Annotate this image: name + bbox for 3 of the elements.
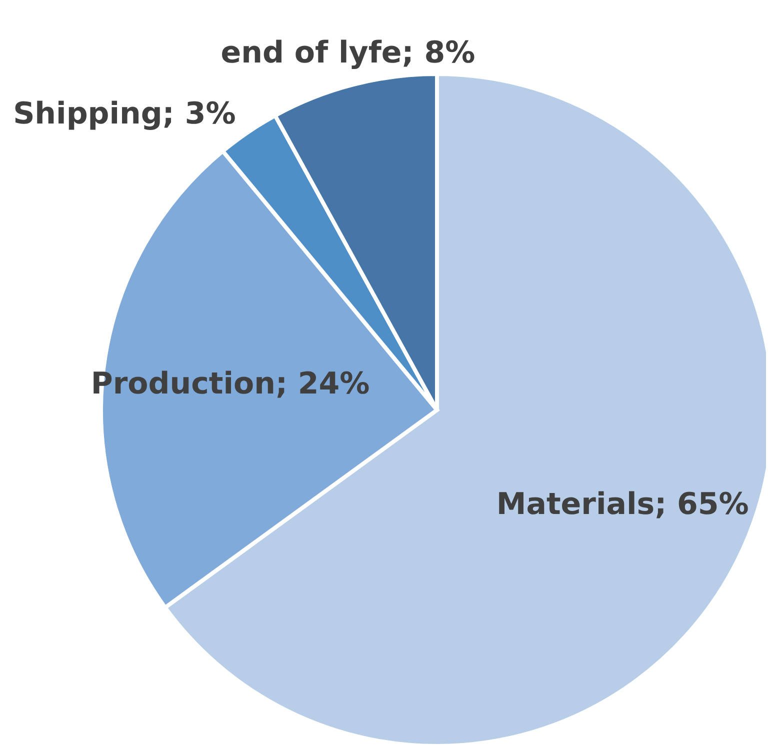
slice-label: Materials; 65% [496, 487, 749, 522]
slice-label: end of lyfe; 8% [220, 36, 476, 71]
slice-label: Shipping; 3% [13, 96, 236, 132]
